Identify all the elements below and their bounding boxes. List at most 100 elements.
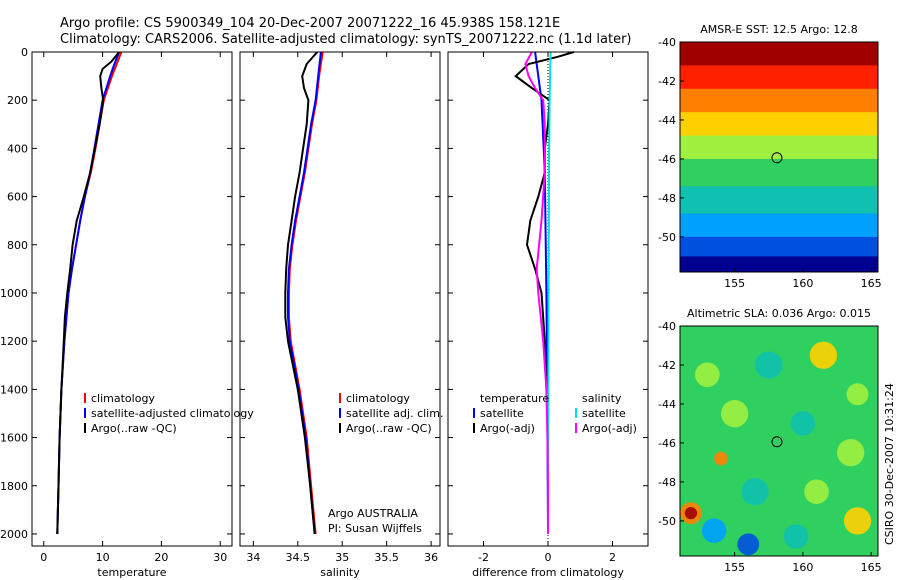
map-y-tick-label: -40 [658,320,676,333]
map-anomaly-patch [737,533,760,556]
x-tick-label: 2 [609,551,616,564]
map-color-band [680,112,878,137]
map-panel-1: Altimetric SLA: 0.036 Argo: 0.015 155 160 1… [658,307,882,574]
map-color-band [680,88,878,113]
map-anomaly-patch [684,506,698,520]
map-color-band [680,158,878,187]
y-tick-label: 400 [7,142,28,155]
legend-label: satellite [582,407,626,420]
x-tick-label: 10 [96,551,110,564]
map-y-tick-label: -40 [658,36,676,49]
map-x-tick-label: 155 [724,561,745,574]
map-frame [679,325,879,557]
map-y-tick-label: -42 [658,75,676,88]
profile-panel-1: 34 34.5 35 35.5 36 salinity [239,51,441,579]
map-x-tick-label: 165 [861,561,882,574]
x-axis-label: salinity [320,566,360,579]
map-color-band [680,236,878,257]
map-y-tick-label: -48 [658,476,676,489]
figure-title-line2: Climatology: CARS2006. Satellite-adjuste… [60,32,632,47]
y-tick-label: 0 [21,46,28,59]
map-y-tick-label: -44 [658,114,676,127]
map-anomaly-patch [783,524,809,549]
axes-frame [239,51,441,547]
map-x-tick-label: 155 [724,277,745,290]
map-frame [679,41,879,273]
map-color-band [680,135,878,160]
legend-label: Argo(-adj) [582,422,637,435]
y-tick-label: 1600 [0,432,28,445]
credit-text: CSIRO 30-Dec-2007 10:31:24 [883,383,896,545]
argo-location-marker [771,436,783,448]
legend-label: climatology [346,392,410,405]
series-line-1 [287,51,322,535]
axes-frame [31,51,233,547]
legend-label: satellite adj. clim. [346,407,443,420]
map-anomaly-patch [701,518,727,543]
profile-panel-2: -2 0 2 difference from climatology [447,51,649,579]
x-axis-label: difference from climatology [472,566,624,579]
legend-label: satellite-adjusted climatology [91,407,254,420]
map-anomaly-patch [804,479,829,504]
map-color-band [680,65,878,90]
series-line-2 [56,51,120,535]
map-anomaly-patch [846,383,869,406]
y-tick-label: 2000 [0,528,28,541]
x-tick-label: 36 [424,551,438,564]
map-x-tick-label: 160 [792,277,813,290]
map-y-tick-label: -50 [658,515,676,528]
map-x-tick-label: 165 [861,277,882,290]
x-tick-label: 30 [213,551,227,564]
x-tick-label: 35.5 [374,551,399,564]
map-anomaly-patch [790,411,816,436]
map-y-tick-label: -46 [658,437,676,450]
map-anomaly-patch [720,400,749,428]
map-anomaly-patch [809,341,838,369]
legend-label: climatology [91,392,155,405]
y-tick-label: 1000 [0,287,28,300]
map-color-band [680,42,878,66]
x-tick-label: 34.5 [286,551,311,564]
x-tick-label: 35 [335,551,349,564]
map-title: Altimetric SLA: 0.036 Argo: 0.015 [687,307,871,320]
map-y-tick-label: -48 [658,192,676,205]
map-y-tick-label: -44 [658,398,676,411]
series-line-3 [524,51,549,534]
y-tick-label: 1200 [0,335,28,348]
x-tick-label: 34 [246,551,260,564]
map-color-band [680,256,878,272]
x-tick-label: -2 [478,551,489,564]
legend-header-salinity: salinity [582,392,622,405]
legend-label: Argo(..raw -QC) [346,422,432,435]
x-axis-label: temperature [97,566,166,579]
annotation-text: PI: Susan Wijffels [328,522,422,535]
map-anomaly-patch [843,507,872,535]
map-color-band [680,186,878,215]
map-title: AMSR-E SST: 12.5 Argo: 12.8 [700,23,858,36]
map-field [680,326,878,556]
annotation-text: Argo AUSTRALIA [328,507,418,520]
map-y-tick-label: -46 [658,153,676,166]
map-anomaly-patch [714,451,728,466]
map-color-band [680,213,878,238]
x-tick-label: 0 [545,551,552,564]
map-anomaly-patch [741,478,769,506]
map-anomaly-patch [837,439,865,467]
y-tick-label: 200 [7,94,28,107]
argo-location-marker [771,152,783,164]
legend-header-temperature: temperature [480,392,549,405]
map-anomaly-patch [755,351,783,379]
y-tick-label: 600 [7,191,28,204]
legend-label: Argo(..raw -QC) [91,422,177,435]
map-panel-0: AMSR-E SST: 12.5 Argo: 12.8 155 160 165 -40 -… [658,23,882,290]
series-line-2 [284,51,319,535]
chart-layer: 0 10 20 30 temperature 0 200 400 600 800 1000 1200 1… [0,23,882,579]
profile-panel-0: 0 10 20 30 temperature 0 200 400 600 800 1000 1200 1… [0,46,233,579]
y-tick-label: 1400 [0,383,28,396]
x-tick-label: 20 [154,551,168,564]
figure-title-line1: Argo profile: CS 5900349_104 20-Dec-2007… [60,16,560,31]
y-tick-label: 800 [7,239,28,252]
map-field [680,42,878,272]
legend-label: satellite [480,407,524,420]
